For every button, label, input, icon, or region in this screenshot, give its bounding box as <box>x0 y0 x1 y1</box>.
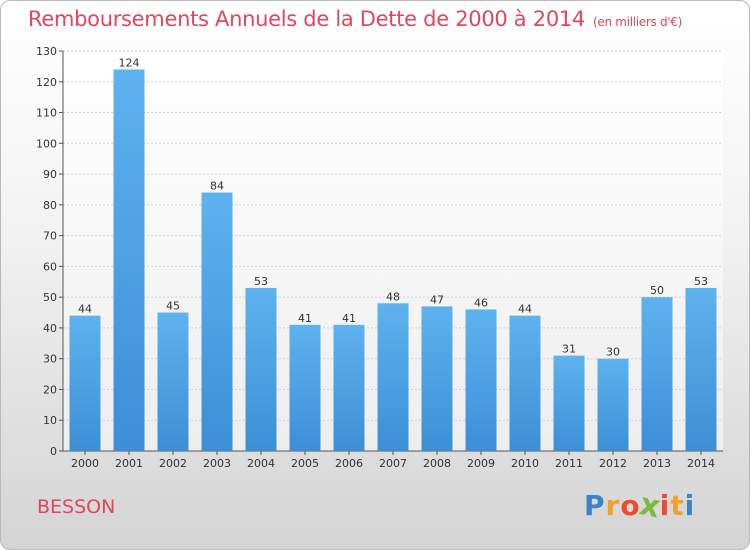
y-tick-label: 20 <box>43 383 57 396</box>
data-label: 84 <box>210 180 224 193</box>
y-tick-label: 130 <box>36 45 57 58</box>
proxiti-logo: Proxiti <box>584 486 696 526</box>
data-label: 53 <box>254 275 268 288</box>
chart-unit: (en milliers d'€) <box>593 15 683 29</box>
x-tick-label: 2010 <box>511 457 539 470</box>
data-label: 44 <box>518 303 532 316</box>
x-tick-label: 2000 <box>71 457 99 470</box>
x-tick-label: 2006 <box>335 457 363 470</box>
bar <box>421 306 453 451</box>
x-tick-label: 2002 <box>159 457 187 470</box>
bar <box>597 358 629 451</box>
data-label: 41 <box>298 312 312 325</box>
y-tick-label: 80 <box>43 199 57 212</box>
logo-letter: r <box>605 489 621 522</box>
x-tick-label: 2009 <box>467 457 495 470</box>
bar <box>465 309 497 451</box>
x-tick-label: 2001 <box>115 457 143 470</box>
data-label: 50 <box>650 284 664 297</box>
bar <box>333 324 365 451</box>
bar <box>157 312 189 451</box>
y-tick-label: 60 <box>43 260 57 273</box>
data-label: 124 <box>119 56 140 69</box>
x-tick-label: 2003 <box>203 457 231 470</box>
x-tick-label: 2004 <box>247 457 275 470</box>
y-tick-label: 30 <box>43 353 57 366</box>
logo-letter: i <box>684 489 696 522</box>
bar <box>69 315 101 451</box>
chart-title: Remboursements Annuels de la Dette de 20… <box>28 7 683 31</box>
commune-name: BESSON <box>37 496 116 518</box>
x-tick-label: 2005 <box>291 457 319 470</box>
bar <box>113 69 145 451</box>
y-tick-label: 50 <box>43 291 57 304</box>
y-tick-label: 10 <box>43 414 57 427</box>
data-label: 45 <box>166 300 180 313</box>
bar <box>377 303 409 451</box>
data-label: 44 <box>78 303 92 316</box>
bar <box>685 287 717 451</box>
data-label: 30 <box>606 346 620 359</box>
data-label: 53 <box>694 275 708 288</box>
y-tick-label: 90 <box>43 168 57 181</box>
bar <box>553 355 585 451</box>
bar <box>201 192 233 452</box>
data-label: 46 <box>474 296 488 309</box>
bar <box>509 315 541 451</box>
y-tick-label: 40 <box>43 322 57 335</box>
y-tick-label: 120 <box>36 76 57 89</box>
y-tick-label: 0 <box>50 445 57 458</box>
logo-letter: t <box>670 489 685 522</box>
bar <box>289 324 321 451</box>
x-tick-label: 2008 <box>423 457 451 470</box>
x-tick-label: 2012 <box>599 457 627 470</box>
data-label: 41 <box>342 312 356 325</box>
logo-letter: i <box>659 489 671 522</box>
data-label: 31 <box>562 343 576 356</box>
data-label: 47 <box>430 293 444 306</box>
bar <box>245 287 277 451</box>
y-tick-label: 110 <box>36 107 57 120</box>
y-tick-label: 70 <box>43 230 57 243</box>
y-tick-label: 100 <box>36 137 57 150</box>
x-tick-label: 2014 <box>687 457 715 470</box>
x-tick-label: 2011 <box>555 457 583 470</box>
logo-letter: o <box>620 489 641 522</box>
data-label: 48 <box>386 290 400 303</box>
logo-letter: P <box>584 489 606 522</box>
bar <box>641 297 673 451</box>
x-tick-label: 2007 <box>379 457 407 470</box>
x-tick-label: 2013 <box>643 457 671 470</box>
